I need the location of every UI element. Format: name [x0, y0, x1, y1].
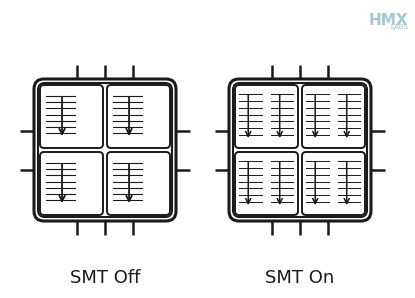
FancyBboxPatch shape	[34, 79, 176, 221]
FancyBboxPatch shape	[40, 152, 103, 215]
FancyBboxPatch shape	[40, 85, 103, 148]
Text: HMX: HMX	[369, 13, 408, 28]
FancyBboxPatch shape	[107, 85, 170, 148]
FancyBboxPatch shape	[229, 79, 371, 221]
FancyBboxPatch shape	[107, 152, 170, 215]
FancyBboxPatch shape	[235, 152, 298, 215]
FancyBboxPatch shape	[302, 152, 365, 215]
Text: SMT Off: SMT Off	[70, 269, 140, 287]
FancyBboxPatch shape	[38, 83, 172, 217]
Text: LABS: LABS	[390, 24, 408, 30]
FancyBboxPatch shape	[235, 85, 298, 148]
FancyBboxPatch shape	[233, 83, 367, 217]
Text: SMT On: SMT On	[265, 269, 334, 287]
FancyBboxPatch shape	[302, 85, 365, 148]
